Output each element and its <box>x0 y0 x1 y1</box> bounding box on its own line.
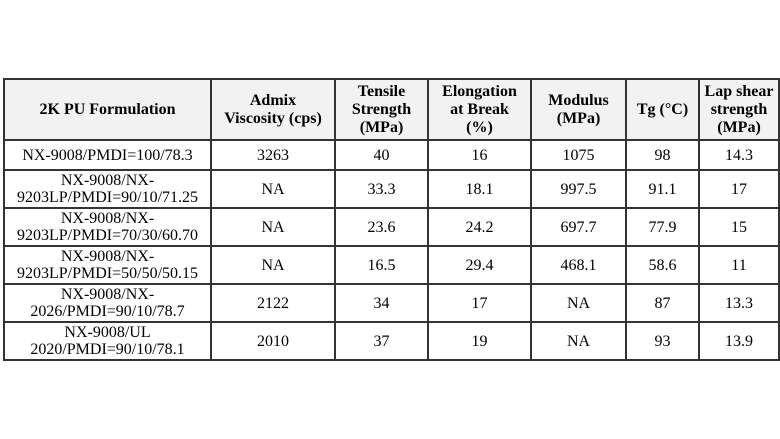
cell-tensile-strength: 34 <box>334 283 429 323</box>
col-header-lap-shear-strength: Lap shear strength (MPa) <box>698 78 780 141</box>
cell-tg: 77.9 <box>625 207 700 247</box>
table-row: NX-9008/NX- 9203LP/PMDI=70/30/60.70 NA 2… <box>3 207 780 247</box>
cell-tg: 93 <box>625 321 700 361</box>
cell-tensile-strength: 37 <box>334 321 429 361</box>
col-header-formulation: 2K PU Formulation <box>3 78 212 141</box>
cell-admix-viscosity: NA <box>210 207 336 247</box>
cell-formulation: NX-9008/NX- 9203LP/PMDI=70/30/60.70 <box>3 207 212 247</box>
col-header-modulus: Modulus (MPa) <box>530 78 627 141</box>
cell-tg: 87 <box>625 283 700 323</box>
cell-admix-viscosity: 2122 <box>210 283 336 323</box>
cell-formulation: NX-9008/PMDI=100/78.3 <box>3 139 212 171</box>
cell-tensile-strength: 33.3 <box>334 169 429 209</box>
formulation-table: 2K PU Formulation Admix Viscosity (cps) … <box>3 78 780 361</box>
cell-lap-shear-strength: 14.3 <box>698 139 780 171</box>
cell-modulus: NA <box>530 321 627 361</box>
cell-lap-shear-strength: 17 <box>698 169 780 209</box>
cell-admix-viscosity: 2010 <box>210 321 336 361</box>
cell-lap-shear-strength: 11 <box>698 245 780 285</box>
cell-tensile-strength: 16.5 <box>334 245 429 285</box>
cell-modulus: 997.5 <box>530 169 627 209</box>
cell-tg: 98 <box>625 139 700 171</box>
cell-elongation-at-break: 24.2 <box>427 207 532 247</box>
cell-modulus: 1075 <box>530 139 627 171</box>
cell-formulation: NX-9008/UL 2020/PMDI=90/10/78.1 <box>3 321 212 361</box>
table-row: NX-9008/PMDI=100/78.3 3263 40 16 1075 98… <box>3 139 780 171</box>
cell-modulus: 468.1 <box>530 245 627 285</box>
cell-elongation-at-break: 16 <box>427 139 532 171</box>
cell-elongation-at-break: 17 <box>427 283 532 323</box>
cell-tg: 91.1 <box>625 169 700 209</box>
cell-formulation: NX-9008/NX- 9203LP/PMDI=90/10/71.25 <box>3 169 212 209</box>
cell-elongation-at-break: 18.1 <box>427 169 532 209</box>
col-header-admix-viscosity: Admix Viscosity (cps) <box>210 78 336 141</box>
cell-lap-shear-strength: 15 <box>698 207 780 247</box>
cell-lap-shear-strength: 13.3 <box>698 283 780 323</box>
col-header-tensile-strength: Tensile Strength (MPa) <box>334 78 429 141</box>
table-row: NX-9008/UL 2020/PMDI=90/10/78.1 2010 37 … <box>3 321 780 361</box>
cell-tg: 58.6 <box>625 245 700 285</box>
table-row: NX-9008/NX- 9203LP/PMDI=50/50/50.15 NA 1… <box>3 245 780 285</box>
col-header-elongation-at-break: Elongation at Break (%) <box>427 78 532 141</box>
header-row: 2K PU Formulation Admix Viscosity (cps) … <box>3 78 780 141</box>
cell-elongation-at-break: 29.4 <box>427 245 532 285</box>
col-header-tg: Tg (°C) <box>625 78 700 141</box>
cell-admix-viscosity: NA <box>210 245 336 285</box>
cell-tensile-strength: 23.6 <box>334 207 429 247</box>
cell-formulation: NX-9008/NX- 9203LP/PMDI=50/50/50.15 <box>3 245 212 285</box>
cell-admix-viscosity: 3263 <box>210 139 336 171</box>
cell-lap-shear-strength: 13.9 <box>698 321 780 361</box>
table-row: NX-9008/NX- 9203LP/PMDI=90/10/71.25 NA 3… <box>3 169 780 209</box>
cell-tensile-strength: 40 <box>334 139 429 171</box>
cell-modulus: NA <box>530 283 627 323</box>
table-row: NX-9008/NX- 2026/PMDI=90/10/78.7 2122 34… <box>3 283 780 323</box>
cell-formulation: NX-9008/NX- 2026/PMDI=90/10/78.7 <box>3 283 212 323</box>
cell-elongation-at-break: 19 <box>427 321 532 361</box>
cell-admix-viscosity: NA <box>210 169 336 209</box>
cell-modulus: 697.7 <box>530 207 627 247</box>
